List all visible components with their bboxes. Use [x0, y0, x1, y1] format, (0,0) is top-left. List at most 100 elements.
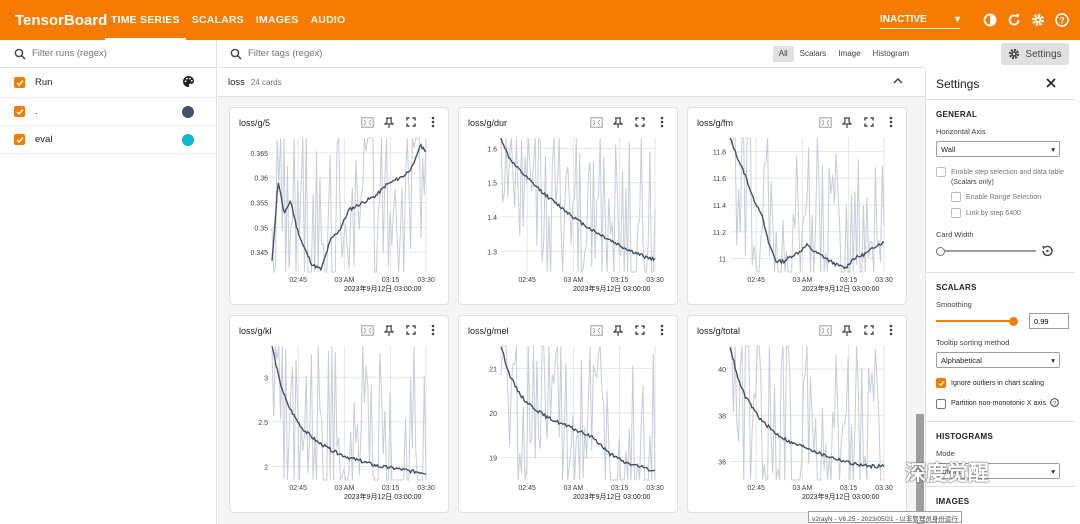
- x-tick-label: 03 AM: [334, 485, 354, 492]
- line-chart[interactable]: 1.6 1.5 1.4 1.3 02:45 03 AM 03:15 03:302023年9月1…: [459, 136, 679, 304]
- run-row[interactable]: eval: [0, 126, 216, 154]
- run-checkbox[interactable]: [14, 134, 25, 145]
- x-tick-label: 03 AM: [563, 485, 583, 492]
- pin-icon[interactable]: [607, 322, 629, 338]
- settings-button[interactable]: Settings: [1001, 43, 1069, 65]
- x-tick-label: 03:30: [646, 485, 664, 492]
- y-tick-label: 40: [718, 367, 726, 374]
- tab-scalars[interactable]: SCALARS: [191, 14, 244, 26]
- group-name: loss: [228, 77, 245, 88]
- help-icon[interactable]: ?: [1050, 398, 1059, 409]
- smoothing-input[interactable]: [1029, 313, 1069, 329]
- more-vert-icon[interactable]: [880, 114, 902, 130]
- pin-icon[interactable]: [836, 114, 858, 130]
- run-color-swatch[interactable]: [182, 133, 194, 146]
- smoothed-series-line: [271, 346, 427, 475]
- plugin-select[interactable]: INACTIVE ▾: [880, 11, 960, 29]
- fit-icon[interactable]: [356, 322, 378, 338]
- smoothed-series-line: [500, 346, 656, 472]
- pin-icon[interactable]: [378, 114, 400, 130]
- run-filter[interactable]: Filter runs (regex): [0, 40, 216, 68]
- more-vert-icon[interactable]: [651, 322, 673, 338]
- horizontal-axis-select[interactable]: Wall ▾: [936, 141, 1060, 157]
- x-tick-label: 03 AM: [563, 277, 583, 284]
- fit-icon[interactable]: [585, 322, 607, 338]
- step-selection-checkbox[interactable]: [936, 167, 946, 177]
- line-chart[interactable]: 0.365 0.36 0.355 0.35 0.345 02:45 03 AM 03:15 03…: [230, 136, 450, 304]
- card-width-label: Card Width: [936, 230, 974, 239]
- type-image-button[interactable]: Image: [838, 48, 861, 58]
- type-scalars-button[interactable]: Scalars: [799, 48, 827, 58]
- range-selection-checkbox[interactable]: [951, 192, 961, 202]
- y-tick-label: 0.365: [250, 151, 268, 158]
- line-chart[interactable]: 11.8 11.6 11.4 11.2 11 02:45 03 AM 03:15 03:3020…: [688, 136, 908, 304]
- chevron-up-icon[interactable]: [893, 77, 903, 88]
- fullscreen-icon[interactable]: [629, 322, 651, 338]
- reset-icon[interactable]: [1040, 244, 1054, 261]
- tab-time-series[interactable]: TIME SERIES: [105, 0, 186, 40]
- fit-icon[interactable]: [814, 114, 836, 130]
- ignore-outliers-checkbox[interactable]: [936, 378, 946, 388]
- fullscreen-icon[interactable]: [858, 114, 880, 130]
- refresh-icon[interactable]: [1006, 12, 1022, 28]
- more-vert-icon[interactable]: [651, 114, 673, 130]
- partition-label: Partition non-monotonic X axis: [951, 400, 1046, 407]
- smoothing-slider[interactable]: [936, 313, 1069, 329]
- card-title: loss/g/fm: [697, 118, 734, 128]
- tooltip-sort-value: Alphabetical: [941, 355, 982, 365]
- tab-images[interactable]: IMAGES: [255, 14, 299, 26]
- card-type-toggle: All Scalars Image Histogram: [772, 45, 915, 62]
- pin-icon[interactable]: [607, 114, 629, 130]
- tab-audio[interactable]: AUDIO: [310, 14, 346, 26]
- y-tick-label: 3: [264, 375, 268, 382]
- y-tick-label: 11.4: [713, 203, 726, 210]
- card-width-slider[interactable]: [936, 244, 1065, 258]
- select-all-checkbox[interactable]: [14, 77, 25, 88]
- x-hover-label: 2023年9月12日 03:00:00: [573, 492, 651, 501]
- gear-icon[interactable]: [1030, 12, 1046, 28]
- histogram-mode-value: Offset: [941, 466, 961, 476]
- pin-icon[interactable]: [836, 322, 858, 338]
- fullscreen-icon[interactable]: [629, 114, 651, 130]
- more-vert-icon[interactable]: [422, 114, 444, 130]
- dark-mode-icon[interactable]: [982, 12, 998, 28]
- type-all-button[interactable]: All: [772, 45, 794, 62]
- y-tick-label: 0.345: [250, 250, 268, 257]
- more-vert-icon[interactable]: [422, 322, 444, 338]
- fit-icon[interactable]: [356, 114, 378, 130]
- close-icon[interactable]: [1045, 77, 1057, 92]
- scrollbar[interactable]: [916, 414, 924, 524]
- fullscreen-icon[interactable]: [400, 114, 422, 130]
- card-title: loss/g/mel: [468, 326, 509, 336]
- tooltip-sort-select[interactable]: Alphabetical ▾: [936, 352, 1060, 368]
- smoothing-knob[interactable]: [1009, 316, 1018, 326]
- card-title: loss/g/dur: [468, 118, 508, 128]
- palette-icon[interactable]: [182, 75, 195, 91]
- pin-icon[interactable]: [378, 322, 400, 338]
- fullscreen-icon[interactable]: [400, 322, 422, 338]
- fit-icon[interactable]: [585, 114, 607, 130]
- card-width-knob[interactable]: [936, 246, 945, 256]
- type-histogram-button[interactable]: Histogram: [872, 48, 909, 58]
- run-column-label: Run: [35, 77, 53, 88]
- app-title: TensorBoard: [15, 11, 108, 29]
- x-hover-label: 2023年9月12日 03:00:00: [802, 284, 880, 293]
- x-tick-label: 02:45: [747, 277, 765, 284]
- histogram-mode-select[interactable]: Offset ▾: [936, 463, 1060, 479]
- run-checkbox[interactable]: [14, 106, 25, 117]
- tag-filter-input[interactable]: Filter tags (regex): [248, 48, 323, 59]
- scalars-heading: SCALARS: [936, 283, 977, 292]
- fit-icon[interactable]: [814, 322, 836, 338]
- link-by-step-checkbox[interactable]: [951, 208, 961, 218]
- step-selection-label: Enable step selection and data table: [951, 168, 1064, 176]
- fullscreen-icon[interactable]: [858, 322, 880, 338]
- card-group-header[interactable]: loss 24 cards: [218, 69, 925, 97]
- run-color-swatch[interactable]: [182, 105, 194, 118]
- help-icon[interactable]: ?: [1054, 12, 1070, 28]
- more-vert-icon[interactable]: [880, 322, 902, 338]
- partition-checkbox[interactable]: [936, 398, 946, 409]
- run-row[interactable]: .: [0, 98, 216, 126]
